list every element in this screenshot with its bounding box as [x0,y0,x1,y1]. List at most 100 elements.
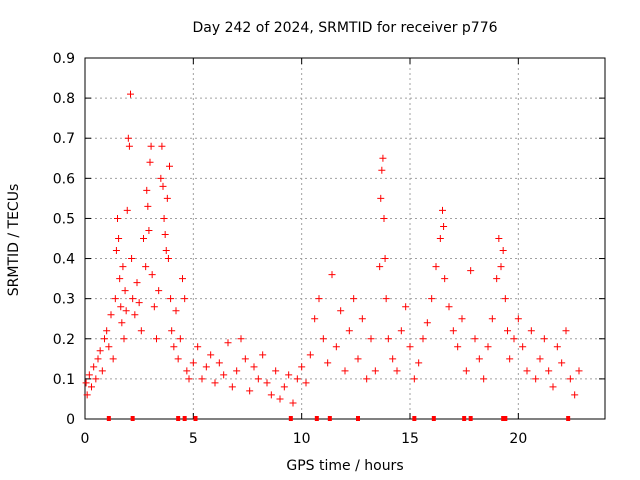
baseline-marker [503,416,508,421]
data-point [109,355,117,363]
baseline-marker [193,416,198,421]
baseline-marker [314,416,319,421]
data-point [250,363,258,371]
data-point [105,343,113,351]
data-point [167,295,175,303]
data-point [506,355,514,363]
data-point [358,315,366,323]
data-point [124,134,132,142]
data-point [519,343,527,351]
data-point [311,315,319,323]
data-point [163,194,171,202]
x-tick-label: 0 [81,431,90,447]
data-point [549,383,557,391]
data-point [484,343,492,351]
data-point [98,367,106,375]
data-point [94,355,102,363]
data-point [384,335,392,343]
data-point [350,295,358,303]
y-tick-label: 0.5 [53,211,75,227]
data-point [140,235,147,242]
data-point [445,303,453,311]
data-point [289,399,297,407]
data-point [96,347,104,355]
baseline-marker [431,416,436,421]
data-point [125,142,133,150]
y-tick-label: 0.4 [53,252,75,268]
y-tick-label: 0 [66,412,75,428]
data-point [319,335,327,343]
data-point [122,307,130,315]
data-point [127,90,134,98]
data-point [144,202,152,210]
data-point [115,235,123,242]
data-point [101,335,108,343]
data-point [168,327,176,335]
data-point [415,359,423,367]
data-point [128,255,136,263]
data-point [363,375,371,383]
data-point [341,367,349,375]
data-point [488,315,496,323]
data-point [540,335,548,343]
data-point [143,186,151,194]
x-tick-label: 20 [509,431,527,447]
data-point [527,327,535,335]
data-point [137,327,145,335]
data-point [504,327,511,335]
baseline-marker [288,416,293,421]
data-point [142,263,150,271]
chart-title: Day 242 of 2024, SRMTID for receiver p77… [192,20,497,36]
y-tick-label: 0.7 [53,131,75,147]
data-point [146,158,154,166]
data-point [423,319,431,327]
plot-frame [84,57,606,420]
baseline-marker [182,416,187,421]
data-point [121,287,129,295]
data-point [207,351,215,359]
data-point [337,307,345,315]
data-point [228,383,236,391]
data-point [449,327,457,335]
data-point [155,287,163,295]
data-point [382,295,390,303]
data-point [462,367,470,375]
data-point [410,375,418,383]
data-point [111,295,119,303]
baseline-marker [327,416,332,421]
data-point [172,307,180,315]
data-point [263,379,271,387]
data-point [116,275,124,283]
data-point [129,295,137,303]
data-point [306,351,314,359]
data-point [562,327,570,335]
data-point [393,367,401,375]
data-point [532,375,540,383]
x-tick-label: 10 [293,431,311,447]
x-tick-label: 5 [189,431,198,447]
baseline-marker [566,416,571,421]
data-point [119,263,127,271]
data-point [254,375,262,383]
data-point [302,379,310,387]
y-tick-label: 0.9 [53,51,75,67]
data-point [224,339,232,347]
data-point [194,343,202,351]
data-point [150,303,158,311]
data-point [536,355,544,363]
data-point [406,343,414,351]
data-point [454,343,462,351]
y-tick-label: 0.2 [53,332,75,348]
baseline-marker [462,416,467,421]
data-point [293,375,301,383]
data-point [566,375,574,383]
data-point [376,263,384,271]
data-point [185,375,193,383]
data-point [553,343,561,351]
data-point [159,182,167,190]
data-point [381,255,389,263]
data-point [495,235,503,242]
data-point [189,359,197,367]
data-point [174,355,182,363]
data-point [510,335,518,343]
